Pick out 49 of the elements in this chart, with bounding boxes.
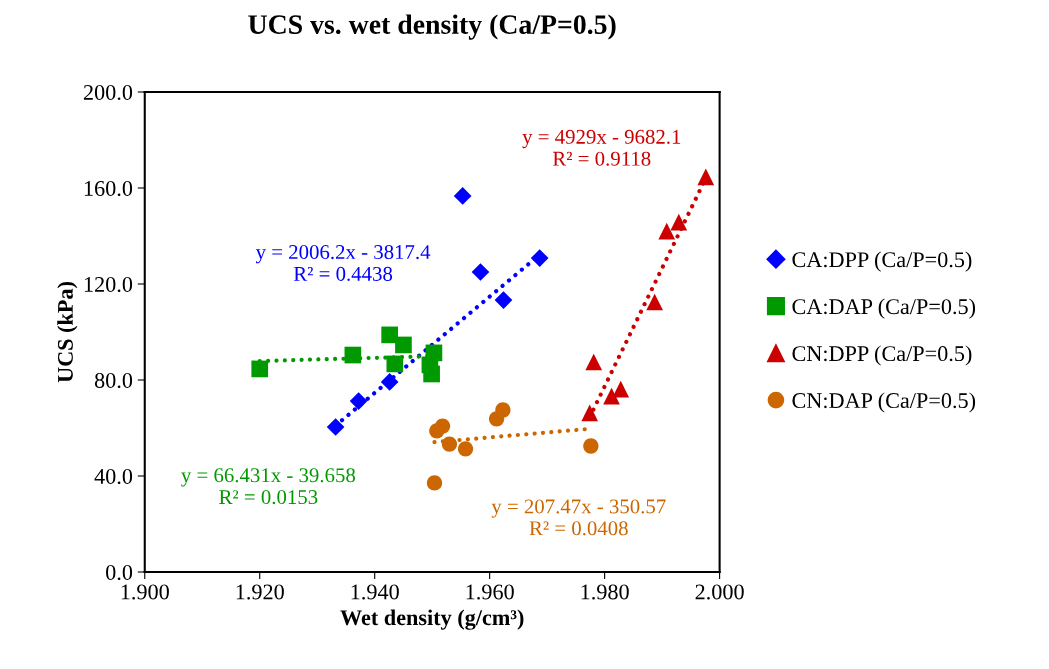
x-tick-label: 1.920	[236, 584, 284, 600]
y-axis-title: UCS (kPa)	[57, 282, 78, 383]
point	[453, 187, 472, 205]
point	[530, 249, 549, 267]
point	[434, 418, 451, 434]
point	[697, 168, 715, 186]
x-tick-label: 1.960	[466, 584, 514, 600]
point	[426, 475, 443, 491]
point	[658, 222, 676, 240]
point	[386, 355, 404, 373]
point	[423, 365, 440, 383]
point	[380, 373, 399, 391]
annotation: y = 207.47x - 350.57 R² = 0.0408	[491, 499, 666, 536]
point	[494, 291, 513, 309]
point	[612, 380, 630, 398]
x-tick-label: 1.980	[581, 584, 629, 600]
x-axis-title: Wet density (g/cm³)	[340, 609, 524, 630]
x-tick-label: 2.000	[695, 584, 744, 600]
legend-label: CA:DAP (Ca/P=0.5)	[792, 298, 976, 319]
point	[457, 441, 474, 457]
y-tick-label: 40.0	[94, 468, 133, 485]
x-tick-label: 1.900	[121, 584, 169, 600]
chart-title: UCS vs. wet density (Ca/P=0.5)	[248, 14, 616, 40]
point	[395, 336, 412, 354]
point	[326, 418, 345, 436]
y-tick-label: 0.0	[106, 564, 133, 581]
point	[646, 293, 663, 311]
y-tick-label: 80.0	[94, 372, 133, 389]
point	[581, 404, 599, 422]
x-tick-label: 1.940	[351, 584, 399, 600]
y-tick-label: 160.0	[84, 180, 133, 197]
y-tick-label: 120.0	[84, 276, 133, 293]
annotation: y = 66.431x - 39.658 R² = 0.0153	[181, 468, 356, 505]
point	[381, 326, 398, 344]
point	[349, 392, 368, 410]
annotation: y = 4929x - 9682.1 R² = 0.9118	[522, 129, 681, 166]
point	[495, 402, 511, 418]
point	[471, 263, 490, 281]
y-tick-label: 200.0	[83, 84, 133, 101]
point	[251, 360, 269, 378]
point	[583, 438, 599, 454]
point	[344, 346, 362, 364]
annotation: y = 2006.2x - 3817.4 R² = 0.4438	[255, 244, 431, 281]
legend-label: CN:DPP (Ca/P=0.5)	[792, 345, 972, 366]
point	[585, 353, 603, 371]
legend-label: CN:DAP (Ca/P=0.5)	[792, 392, 976, 413]
point	[670, 213, 688, 231]
legend-label: CA:DPP (Ca/P=0.5)	[792, 251, 972, 272]
point	[441, 436, 458, 452]
